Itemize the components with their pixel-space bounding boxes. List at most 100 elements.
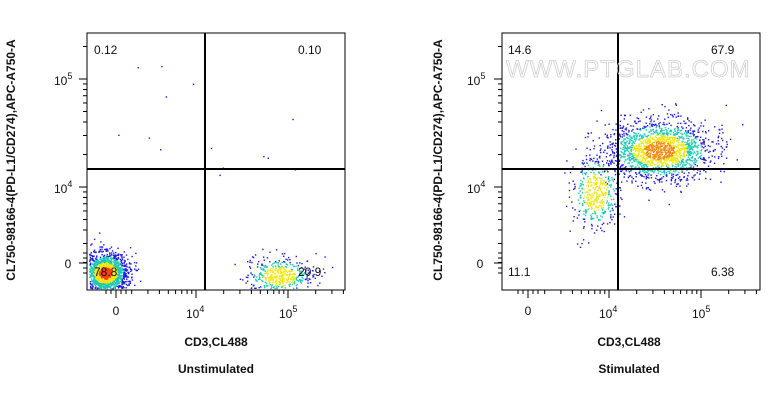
event-point	[629, 165, 631, 167]
event-point	[90, 266, 93, 268]
event-point	[634, 138, 636, 141]
event-point	[642, 136, 645, 138]
event-point	[609, 154, 611, 157]
event-point	[99, 262, 101, 264]
event-point	[116, 280, 118, 283]
event-point	[649, 142, 651, 144]
event-point	[638, 148, 640, 150]
event-point	[703, 159, 706, 161]
event-point	[661, 153, 664, 156]
event-point	[601, 211, 604, 214]
event-point	[278, 260, 280, 262]
event-point	[591, 207, 593, 209]
event-point	[691, 164, 693, 166]
event-point	[249, 261, 251, 263]
event-point	[260, 273, 262, 275]
event-point	[656, 146, 658, 148]
event-point	[105, 271, 107, 274]
event-point	[708, 151, 710, 153]
event-point	[610, 198, 613, 201]
event-point	[582, 184, 584, 186]
event-point	[589, 189, 592, 192]
event-point	[121, 279, 123, 281]
event-point	[97, 274, 100, 277]
event-point	[647, 140, 650, 142]
event-point	[128, 271, 130, 274]
event-point	[118, 281, 120, 283]
event-point	[594, 199, 596, 201]
event-point	[692, 133, 694, 135]
event-point	[666, 158, 668, 161]
event-point	[596, 158, 599, 160]
event-point	[690, 140, 693, 143]
event-point	[623, 148, 625, 150]
event-point	[666, 144, 669, 147]
event-point	[641, 135, 643, 137]
event-point	[102, 274, 104, 276]
event-point	[652, 150, 654, 152]
event-point	[689, 142, 691, 144]
event-point	[109, 280, 111, 282]
event-point	[677, 173, 679, 176]
event-point	[102, 267, 105, 269]
event-point	[622, 152, 624, 154]
event-point	[121, 280, 123, 282]
event-point	[125, 273, 127, 275]
event-point	[611, 159, 613, 161]
event-point	[643, 176, 645, 178]
event-point	[672, 132, 675, 134]
event-point	[646, 172, 649, 174]
event-point	[668, 138, 671, 141]
event-point	[680, 190, 682, 193]
event-point	[683, 148, 685, 151]
event-point	[118, 264, 120, 266]
event-point	[97, 279, 99, 281]
event-point	[626, 136, 628, 139]
event-point	[663, 140, 665, 142]
event-point	[615, 139, 617, 141]
event-point	[659, 142, 661, 144]
event-point	[632, 153, 635, 155]
event-point	[696, 153, 699, 155]
event-point	[580, 184, 582, 187]
event-point	[619, 154, 621, 156]
event-point	[692, 177, 694, 179]
x-tick-label-2-0: 0	[525, 304, 532, 318]
event-point	[261, 263, 263, 266]
event-point	[100, 261, 102, 263]
event-point	[695, 136, 697, 138]
event-point	[584, 172, 587, 175]
event-point	[632, 147, 634, 149]
event-point	[690, 154, 692, 156]
event-point	[688, 172, 690, 174]
event-point	[136, 269, 138, 272]
event-point	[635, 180, 637, 182]
event-point	[110, 259, 113, 261]
event-point	[669, 144, 671, 146]
event-point	[675, 174, 677, 176]
event-point	[611, 150, 614, 153]
event-point	[593, 232, 596, 234]
event-point	[641, 165, 643, 168]
event-point	[613, 223, 616, 225]
event-point	[578, 192, 580, 194]
event-point	[289, 283, 291, 285]
event-point	[107, 282, 109, 284]
event-point	[670, 149, 673, 151]
event-point	[595, 184, 598, 186]
event-point	[116, 262, 118, 265]
event-point	[702, 157, 705, 159]
event-point	[640, 174, 642, 177]
event-point	[586, 162, 588, 164]
event-point	[697, 129, 699, 131]
event-point	[102, 270, 105, 273]
event-point	[674, 179, 676, 182]
event-point	[92, 274, 94, 276]
event-point	[675, 103, 677, 105]
event-point	[666, 137, 669, 139]
event-point	[702, 130, 704, 133]
event-point	[107, 266, 109, 268]
event-point	[120, 279, 122, 281]
event-point	[110, 287, 112, 289]
event-point	[598, 201, 600, 203]
